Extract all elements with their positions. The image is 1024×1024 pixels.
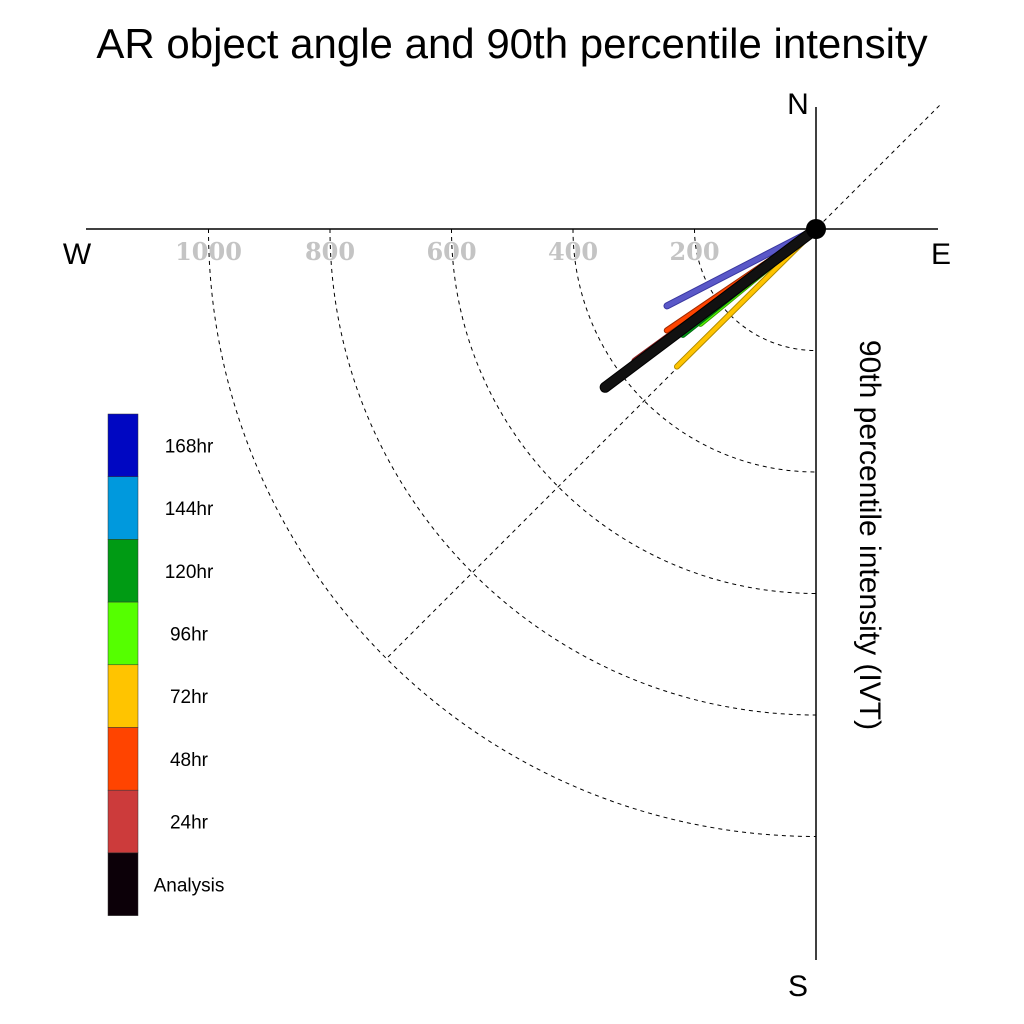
tick-label: 200 <box>669 237 719 266</box>
legend-label: 120hr <box>165 562 214 583</box>
legend-swatch-96hr <box>107 601 139 666</box>
legend-swatch-144hr <box>107 476 139 540</box>
grid-arc-200 <box>694 228 817 351</box>
legend-label: 144hr <box>165 499 214 520</box>
south-label: S <box>788 970 808 1003</box>
west-label: W <box>63 238 92 271</box>
tick-label: 1000 <box>175 237 242 266</box>
legend-swatch-analysis <box>107 852 139 916</box>
radial-tick-labels: 200 400 600 800 1000 <box>175 237 719 266</box>
grid-arc-800 <box>329 228 817 716</box>
legend-label: 72hr <box>170 687 209 708</box>
grid-arc-1000 <box>208 228 817 837</box>
legend-label: 48hr <box>170 750 209 771</box>
diagonal-reference-line <box>387 104 941 658</box>
vector-analysis <box>599 223 822 393</box>
radial-grid <box>208 228 817 837</box>
radial-axis-label: 90th percentile intensity (IVT) <box>853 340 886 730</box>
east-label: E <box>931 238 951 271</box>
vector-series <box>599 223 822 393</box>
legend-label: Analysis <box>154 875 225 896</box>
legend-swatch-120hr <box>107 539 139 603</box>
legend-swatch-168hr <box>107 413 139 477</box>
legend: 168hr 144hr 120hr 96hr 72hr 48hr 24hr Analysis <box>107 413 225 916</box>
tick-label: 600 <box>426 237 476 266</box>
tick-label: 400 <box>548 237 598 266</box>
legend-swatch-48hr <box>107 727 139 791</box>
legend-label: 96hr <box>170 624 209 645</box>
origin-point <box>806 219 826 239</box>
north-label: N <box>787 88 809 121</box>
legend-swatch-72hr <box>107 664 139 728</box>
legend-label: 168hr <box>165 436 214 457</box>
legend-swatch-24hr <box>107 789 139 854</box>
legend-label: 24hr <box>170 813 209 834</box>
tick-label: 800 <box>305 237 355 266</box>
chart-title: AR object angle and 90th percentile inte… <box>96 20 927 67</box>
